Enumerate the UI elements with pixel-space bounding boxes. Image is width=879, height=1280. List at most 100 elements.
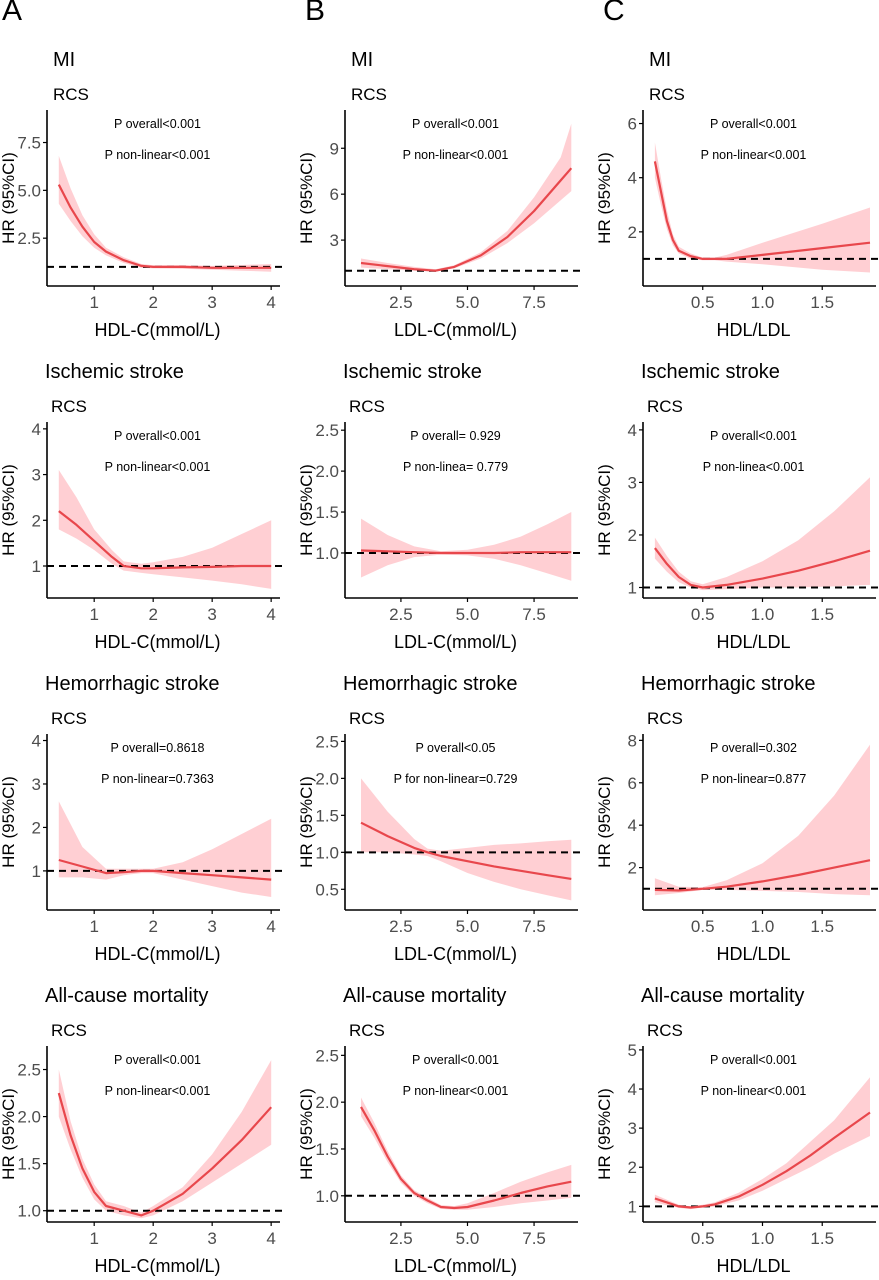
x-axis-title: HDL/LDL bbox=[716, 320, 790, 340]
x-axis-title: LDL-C(mmol/L) bbox=[394, 320, 517, 340]
chart-subtitle: RCS bbox=[649, 85, 685, 104]
x-tick-label: 0.5 bbox=[691, 605, 715, 624]
x-tick-label: 3 bbox=[207, 605, 216, 624]
p-overall-annotation: P overall<0.001 bbox=[412, 117, 499, 131]
x-tick-label: 1 bbox=[89, 1229, 98, 1248]
hr-curve bbox=[653, 161, 871, 260]
x-tick-label: 4 bbox=[266, 917, 275, 936]
y-tick-label: 1 bbox=[32, 557, 41, 576]
chart-subtitle: RCS bbox=[53, 85, 89, 104]
chart-panel-9: Hemorrhagic stroke RCS 2 4 6 8 0.5 1.0 1.5 HDL/LD… bbox=[595, 673, 878, 964]
x-axis-title: LDL-C(mmol/L) bbox=[394, 632, 517, 652]
x-tick-label: 2 bbox=[148, 605, 157, 624]
chart-panel-12: All-cause mortality RCS 1 2 3 4 5 0.5 1.0 1.5 HDL/… bbox=[595, 985, 878, 1276]
panel-letter-c: C bbox=[603, 0, 625, 27]
y-tick-label: 2.0 bbox=[17, 1108, 41, 1127]
chart-subtitle: RCS bbox=[647, 709, 683, 728]
x-tick-label: 0.5 bbox=[691, 917, 715, 936]
chart-title: Ischemic stroke bbox=[343, 361, 482, 383]
y-tick-label: 2 bbox=[32, 511, 41, 530]
p-overall-annotation: P overall<0.001 bbox=[114, 117, 201, 131]
x-tick-label: 1.5 bbox=[810, 605, 834, 624]
y-tick-label: 6 bbox=[628, 774, 637, 793]
x-tick-label: 7.5 bbox=[522, 917, 546, 936]
p-overall-annotation: P overall= 0.929 bbox=[410, 429, 501, 443]
y-tick-label: 1.5 bbox=[315, 1140, 339, 1159]
p-nonlinear-annotation: P non-linear<0.001 bbox=[403, 148, 509, 162]
x-axis-title: HDL-C(mmol/L) bbox=[95, 632, 221, 652]
hr-curve bbox=[58, 510, 272, 570]
x-tick-label: 3 bbox=[207, 293, 216, 312]
chart-subtitle: RCS bbox=[349, 709, 385, 728]
p-nonlinear-annotation: P non-linea<0.001 bbox=[703, 460, 805, 474]
p-overall-annotation: P overall<0.001 bbox=[114, 429, 201, 443]
x-axis-title: HDL-C(mmol/L) bbox=[95, 1256, 221, 1276]
x-tick-label: 2.5 bbox=[389, 1229, 413, 1248]
y-axis-title: HR (95%CI) bbox=[297, 152, 316, 244]
x-tick-label: 1.0 bbox=[751, 605, 775, 624]
y-tick-label: 1 bbox=[628, 1197, 637, 1216]
y-tick-label: 4 bbox=[628, 421, 637, 440]
chart-title: Hemorrhagic stroke bbox=[343, 673, 518, 695]
y-tick-label: 2.0 bbox=[315, 769, 339, 788]
x-tick-label: 2.5 bbox=[389, 917, 413, 936]
chart-panel-7: Hemorrhagic stroke RCS 1 2 3 4 1 2 3 4 HDL-C(mmol/… bbox=[0, 673, 282, 964]
p-overall-annotation: P overall=0.8618 bbox=[111, 741, 205, 755]
p-nonlinear-annotation: P non-linea= 0.779 bbox=[403, 460, 508, 474]
y-axis-title: HR (95%CI) bbox=[0, 1088, 18, 1180]
x-axis-title: HDL-C(mmol/L) bbox=[95, 944, 221, 964]
y-tick-label: 3 bbox=[330, 231, 339, 250]
chart-title: MI bbox=[53, 49, 75, 71]
y-tick-label: 5 bbox=[628, 1041, 637, 1060]
panel-letter-b: B bbox=[305, 0, 326, 27]
y-tick-label: 4 bbox=[628, 169, 637, 188]
p-overall-annotation: P overall<0.05 bbox=[415, 741, 495, 755]
y-axis-title: HR (95%CI) bbox=[595, 464, 614, 556]
y-tick-label: 7.5 bbox=[17, 134, 41, 153]
x-tick-label: 2 bbox=[148, 917, 157, 936]
x-axis-title: LDL-C(mmol/L) bbox=[394, 944, 517, 964]
chart-subtitle: RCS bbox=[351, 85, 387, 104]
x-tick-label: 1.0 bbox=[751, 917, 775, 936]
hr-curve bbox=[57, 1092, 273, 1217]
x-tick-label: 2 bbox=[148, 293, 157, 312]
y-tick-label: 2.0 bbox=[315, 1093, 339, 1112]
y-axis-title: HR (95%CI) bbox=[297, 1088, 316, 1180]
hr-curve bbox=[654, 547, 871, 589]
x-tick-label: 0.5 bbox=[691, 1229, 715, 1248]
p-nonlinear-annotation: P non-linear<0.001 bbox=[105, 1084, 211, 1098]
y-tick-label: 1.0 bbox=[17, 1202, 41, 1221]
x-axis-title: HDL/LDL bbox=[716, 1256, 790, 1276]
confidence-band bbox=[654, 142, 870, 273]
y-tick-label: 1.0 bbox=[315, 544, 339, 563]
y-tick-label: 6 bbox=[330, 185, 339, 204]
chart-subtitle: RCS bbox=[51, 397, 87, 416]
x-tick-label: 2 bbox=[148, 1229, 157, 1248]
chart-subtitle: RCS bbox=[51, 709, 87, 728]
p-overall-annotation: P overall<0.001 bbox=[710, 1053, 797, 1067]
y-tick-label: 1 bbox=[32, 862, 41, 881]
chart-subtitle: RCS bbox=[647, 1021, 683, 1040]
x-tick-label: 5.0 bbox=[456, 1229, 480, 1248]
y-tick-label: 2 bbox=[628, 1158, 637, 1177]
chart-title: MI bbox=[351, 49, 373, 71]
y-tick-label: 2 bbox=[628, 526, 637, 545]
confidence-band bbox=[58, 470, 272, 589]
panel-letter-a: A bbox=[2, 0, 23, 27]
p-nonlinear-annotation: P non-linear<0.001 bbox=[105, 460, 211, 474]
x-tick-label: 5.0 bbox=[456, 917, 480, 936]
chart-title: All-cause mortality bbox=[45, 985, 208, 1007]
y-tick-label: 4 bbox=[628, 816, 637, 835]
y-tick-label: 2.5 bbox=[315, 1046, 339, 1065]
y-axis-title: HR (95%CI) bbox=[297, 776, 316, 868]
x-tick-label: 5.0 bbox=[456, 605, 480, 624]
chart-title: Ischemic stroke bbox=[45, 361, 184, 383]
x-tick-label: 5.0 bbox=[456, 293, 480, 312]
x-tick-label: 1.5 bbox=[810, 293, 834, 312]
y-tick-label: 1.5 bbox=[315, 806, 339, 825]
x-axis-title: HDL/LDL bbox=[716, 944, 790, 964]
y-tick-label: 1.0 bbox=[315, 843, 339, 862]
y-tick-label: 1.0 bbox=[315, 1187, 339, 1206]
chart-title: Hemorrhagic stroke bbox=[45, 673, 220, 695]
